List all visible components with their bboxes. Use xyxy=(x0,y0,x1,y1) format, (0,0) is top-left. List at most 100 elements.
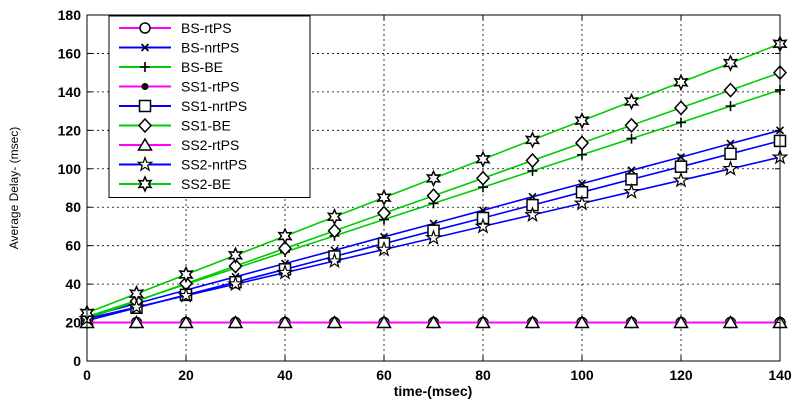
x-tick-label: 40 xyxy=(277,367,293,383)
data-point xyxy=(573,194,591,211)
data-point xyxy=(426,188,441,204)
data-point xyxy=(425,169,442,188)
data-point xyxy=(326,208,343,226)
data-point xyxy=(722,54,739,72)
data-point xyxy=(177,286,195,303)
data-point xyxy=(676,152,686,162)
x-tick-label: 20 xyxy=(178,367,194,383)
data-point xyxy=(178,315,194,329)
data-point xyxy=(277,240,293,256)
plot-frame xyxy=(86,14,781,362)
y-tick-label: 100 xyxy=(58,161,82,177)
data-point xyxy=(673,73,689,92)
data-point xyxy=(626,133,637,144)
series-ss1-be xyxy=(79,65,788,327)
y-tick-label: 80 xyxy=(65,199,81,215)
x-tick-label: 60 xyxy=(376,367,392,383)
data-point xyxy=(577,149,587,160)
y-tick-label: 20 xyxy=(65,315,81,331)
data-point xyxy=(228,258,243,274)
x-tick-label: 100 xyxy=(570,367,594,383)
y-tick-label: 120 xyxy=(58,122,82,138)
legend-item: SS2-BE xyxy=(119,175,231,193)
data-point xyxy=(574,111,590,130)
data-point xyxy=(277,227,293,245)
legend-label: BS-rtPS xyxy=(181,20,232,36)
legend-item: BS-rtPS xyxy=(119,20,232,36)
data-point xyxy=(327,223,342,239)
axis-ticks: 0 20 40 60 80 100 120 140 0 20 40 60 80 100 120 140 160 1… xyxy=(58,7,792,383)
y-tick-label: 140 xyxy=(58,84,82,100)
data-point xyxy=(725,101,736,112)
data-point xyxy=(577,179,587,188)
legend-item: SS2-nrtPS xyxy=(119,155,247,173)
legend-item: SS1-BE xyxy=(119,118,231,134)
legend-label: SS1-nrtPS xyxy=(181,98,247,114)
data-point xyxy=(128,298,145,315)
data-point xyxy=(623,182,640,199)
series-ss2-be xyxy=(79,35,788,322)
legend-marker xyxy=(137,175,153,193)
data-point xyxy=(376,315,392,329)
data-point xyxy=(227,275,244,292)
legend-item: SS1-nrtPS xyxy=(119,98,247,114)
data-point xyxy=(674,160,688,173)
legend-label: SS2-BE xyxy=(181,176,231,192)
y-tick-label: 0 xyxy=(73,353,81,369)
legend-marker xyxy=(137,117,153,134)
data-point xyxy=(376,205,392,221)
legend-item: SS1-rtPS xyxy=(119,79,239,95)
legend-marker xyxy=(140,62,150,72)
data-point xyxy=(326,252,343,269)
legend-label: SS1-BE xyxy=(181,118,231,134)
data-point xyxy=(227,315,244,329)
data-point xyxy=(676,117,686,128)
data-point xyxy=(723,82,738,98)
data-point xyxy=(524,206,541,223)
data-point xyxy=(128,284,145,303)
data-point xyxy=(376,188,392,207)
data-point xyxy=(627,166,636,175)
legend-marker xyxy=(138,99,152,113)
data-point xyxy=(276,263,294,280)
x-tick-label: 140 xyxy=(768,367,792,383)
data-point xyxy=(178,265,194,284)
data-point xyxy=(722,315,739,329)
data-point xyxy=(326,315,343,329)
data-point xyxy=(475,315,491,329)
x-tick-label: 120 xyxy=(669,367,693,383)
data-point xyxy=(673,315,689,329)
data-point xyxy=(726,139,735,148)
data-point xyxy=(722,159,739,176)
legend-item: SS2-rtPS xyxy=(119,137,239,153)
data-point xyxy=(277,315,293,329)
data-point xyxy=(475,170,491,186)
data-point xyxy=(574,315,590,329)
series-layer xyxy=(78,35,789,329)
data-point xyxy=(623,92,640,111)
data-point xyxy=(425,229,442,246)
data-point xyxy=(724,147,737,161)
data-point xyxy=(673,100,689,116)
data-point xyxy=(227,246,244,265)
data-point xyxy=(574,135,590,151)
y-tick-label: 60 xyxy=(65,238,81,254)
data-point xyxy=(375,240,393,257)
data-point xyxy=(475,150,491,168)
legend-label: SS2-rtPS xyxy=(181,137,239,153)
legend-label: BS-BE xyxy=(181,59,223,75)
legend-marker xyxy=(137,137,153,151)
x-tick-label: 0 xyxy=(83,367,91,383)
legend-marker xyxy=(136,155,154,172)
legend-item: BS-BE xyxy=(119,59,223,75)
legend-label: SS2-nrtPS xyxy=(181,157,247,173)
y-tick-label: 160 xyxy=(58,45,82,61)
x-axis-label: time-(msec) xyxy=(394,383,473,399)
legend-item: BS-nrtPS xyxy=(119,40,239,56)
data-point xyxy=(128,315,145,329)
data-point xyxy=(672,171,690,188)
data-point xyxy=(623,315,640,329)
y-axis-label: Average Delay- (msec) xyxy=(7,127,21,249)
legend: BS-rtPS BS-nrtPS BS-BE SS1-rtPS SS1-nrtPS SS1… xyxy=(108,15,311,198)
